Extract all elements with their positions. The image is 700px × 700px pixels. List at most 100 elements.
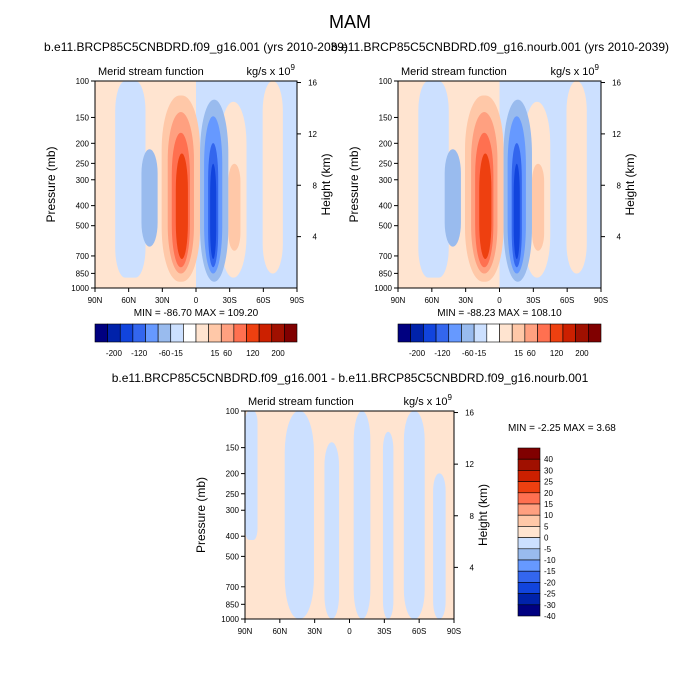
contour-band — [141, 149, 158, 247]
colorbar-label: -60 — [462, 349, 474, 358]
y-tick-label: 850 — [379, 269, 393, 278]
colorbar-label: 200 — [575, 349, 589, 358]
y-tick-label: 500 — [226, 552, 240, 561]
colorbar-label: 60 — [223, 349, 232, 358]
y2-tick-label: 12 — [612, 130, 621, 139]
variable-label: Merid stream function — [248, 396, 354, 408]
contour-band — [262, 81, 283, 274]
colorbar-label: 200 — [271, 349, 285, 358]
contour-field — [245, 411, 454, 619]
x-tick-label: 0 — [347, 627, 352, 636]
y-tick-label: 500 — [379, 222, 393, 231]
contour-band — [175, 153, 188, 260]
colorbar-box — [517, 503, 541, 516]
variable-label: Merid stream function — [401, 66, 507, 78]
x-tick-label: 30N — [155, 296, 170, 305]
colorbar-box — [258, 323, 273, 343]
colorbar-box — [517, 492, 541, 505]
colorbar-box — [517, 593, 541, 606]
y-tick-label: 250 — [76, 159, 90, 168]
contour-band — [444, 149, 461, 247]
colorbar-label: -200 — [106, 349, 123, 358]
y-tick-label: 300 — [226, 506, 240, 515]
x-tick-label: 60S — [256, 296, 270, 305]
x-tick-label: 60N — [424, 296, 439, 305]
colorbar-label: 5 — [544, 522, 549, 531]
y2-tick-label: 12 — [465, 460, 474, 469]
y-tick-label: 200 — [76, 139, 90, 148]
contour-band — [531, 163, 545, 251]
colorbar-box — [145, 323, 159, 343]
x-tick-label: 90N — [391, 296, 406, 305]
y-tick-label: 200 — [226, 470, 240, 479]
contour-band — [284, 411, 314, 619]
colorbar-box — [94, 323, 108, 343]
x-tick-label: 30N — [458, 296, 473, 305]
x-tick-label: 60S — [412, 627, 426, 636]
colorbar-box — [517, 526, 541, 538]
colorbar-label: -15 — [171, 349, 183, 358]
colorbar-box — [524, 323, 538, 343]
colorbar-label: -40 — [544, 612, 556, 621]
colorbar-box — [246, 323, 260, 343]
y-tick-label: 150 — [379, 113, 393, 122]
y-tick-label: 400 — [379, 202, 393, 211]
y2-tick-label: 12 — [308, 130, 317, 139]
y-tick-label: 1000 — [374, 284, 392, 293]
colorbar-box — [397, 323, 411, 343]
y-tick-label: 100 — [379, 77, 393, 86]
colorbar-box — [473, 323, 488, 343]
chart-panel-2: b.e11.BRCP85C5CNBDRD.f09_g16.nourb.001 (… — [331, 40, 669, 358]
contour-band — [210, 163, 217, 260]
y-tick-label: 250 — [379, 159, 393, 168]
contour-field — [95, 81, 297, 288]
colorbar-box — [517, 548, 541, 561]
colorbar-label: -25 — [544, 590, 556, 599]
contour-band — [513, 163, 520, 260]
y-tick-label: 500 — [76, 222, 90, 231]
y-tick-label: 1000 — [71, 284, 89, 293]
colorbar-box — [517, 570, 541, 583]
y2-tick-label: 16 — [308, 79, 317, 88]
colorbar-label: 30 — [544, 466, 553, 475]
y-tick-label: 100 — [76, 77, 90, 86]
colorbar-label: 20 — [544, 489, 553, 498]
x-tick-label: 90S — [594, 296, 608, 305]
x-tick-label: 60N — [121, 296, 136, 305]
colorbar-box — [517, 481, 541, 494]
contour-band — [245, 411, 258, 540]
x-tick-label: 30N — [307, 627, 322, 636]
y-tick-label: 1000 — [221, 615, 239, 624]
colorbar-label: -120 — [434, 349, 451, 358]
contour-field — [398, 81, 601, 288]
min-max-label: MIN = -88.23 MAX = 108.10 — [437, 308, 562, 319]
units-label: kg/s x 109 — [404, 393, 453, 408]
x-tick-label: 0 — [194, 296, 199, 305]
colorbar-box — [284, 323, 298, 343]
colorbar-box — [423, 323, 437, 343]
colorbar-label: -5 — [544, 545, 552, 554]
chart-title: b.e11.BRCP85C5CNBDRD.f09_g16.nourb.001 (… — [331, 40, 669, 54]
colorbar-box — [435, 323, 450, 343]
colorbar-box — [511, 323, 526, 343]
y-tick-label: 300 — [379, 176, 393, 185]
colorbar-box — [461, 323, 475, 343]
colorbar-label: -20 — [544, 578, 556, 587]
y2-tick-label: 4 — [470, 563, 475, 572]
y-tick-label: 700 — [226, 583, 240, 592]
x-tick-label: 90N — [88, 296, 103, 305]
y-tick-label: 100 — [226, 407, 240, 416]
colorbar-box — [208, 323, 222, 343]
colorbar-label: 15 — [514, 349, 523, 358]
x-tick-label: 60N — [272, 627, 287, 636]
x-tick-label: 90S — [290, 296, 304, 305]
page-title: MAM — [329, 12, 371, 32]
colorbar-label: -15 — [544, 567, 556, 576]
y2-tick-label: 8 — [617, 181, 622, 190]
colorbar-box — [517, 470, 541, 482]
y2-axis-label: Height (km) — [476, 484, 490, 546]
x-tick-label: 30S — [526, 296, 540, 305]
contour-band — [115, 81, 146, 278]
colorbar-label: 60 — [527, 349, 536, 358]
min-max-label: MIN = -86.70 MAX = 109.20 — [134, 308, 259, 319]
